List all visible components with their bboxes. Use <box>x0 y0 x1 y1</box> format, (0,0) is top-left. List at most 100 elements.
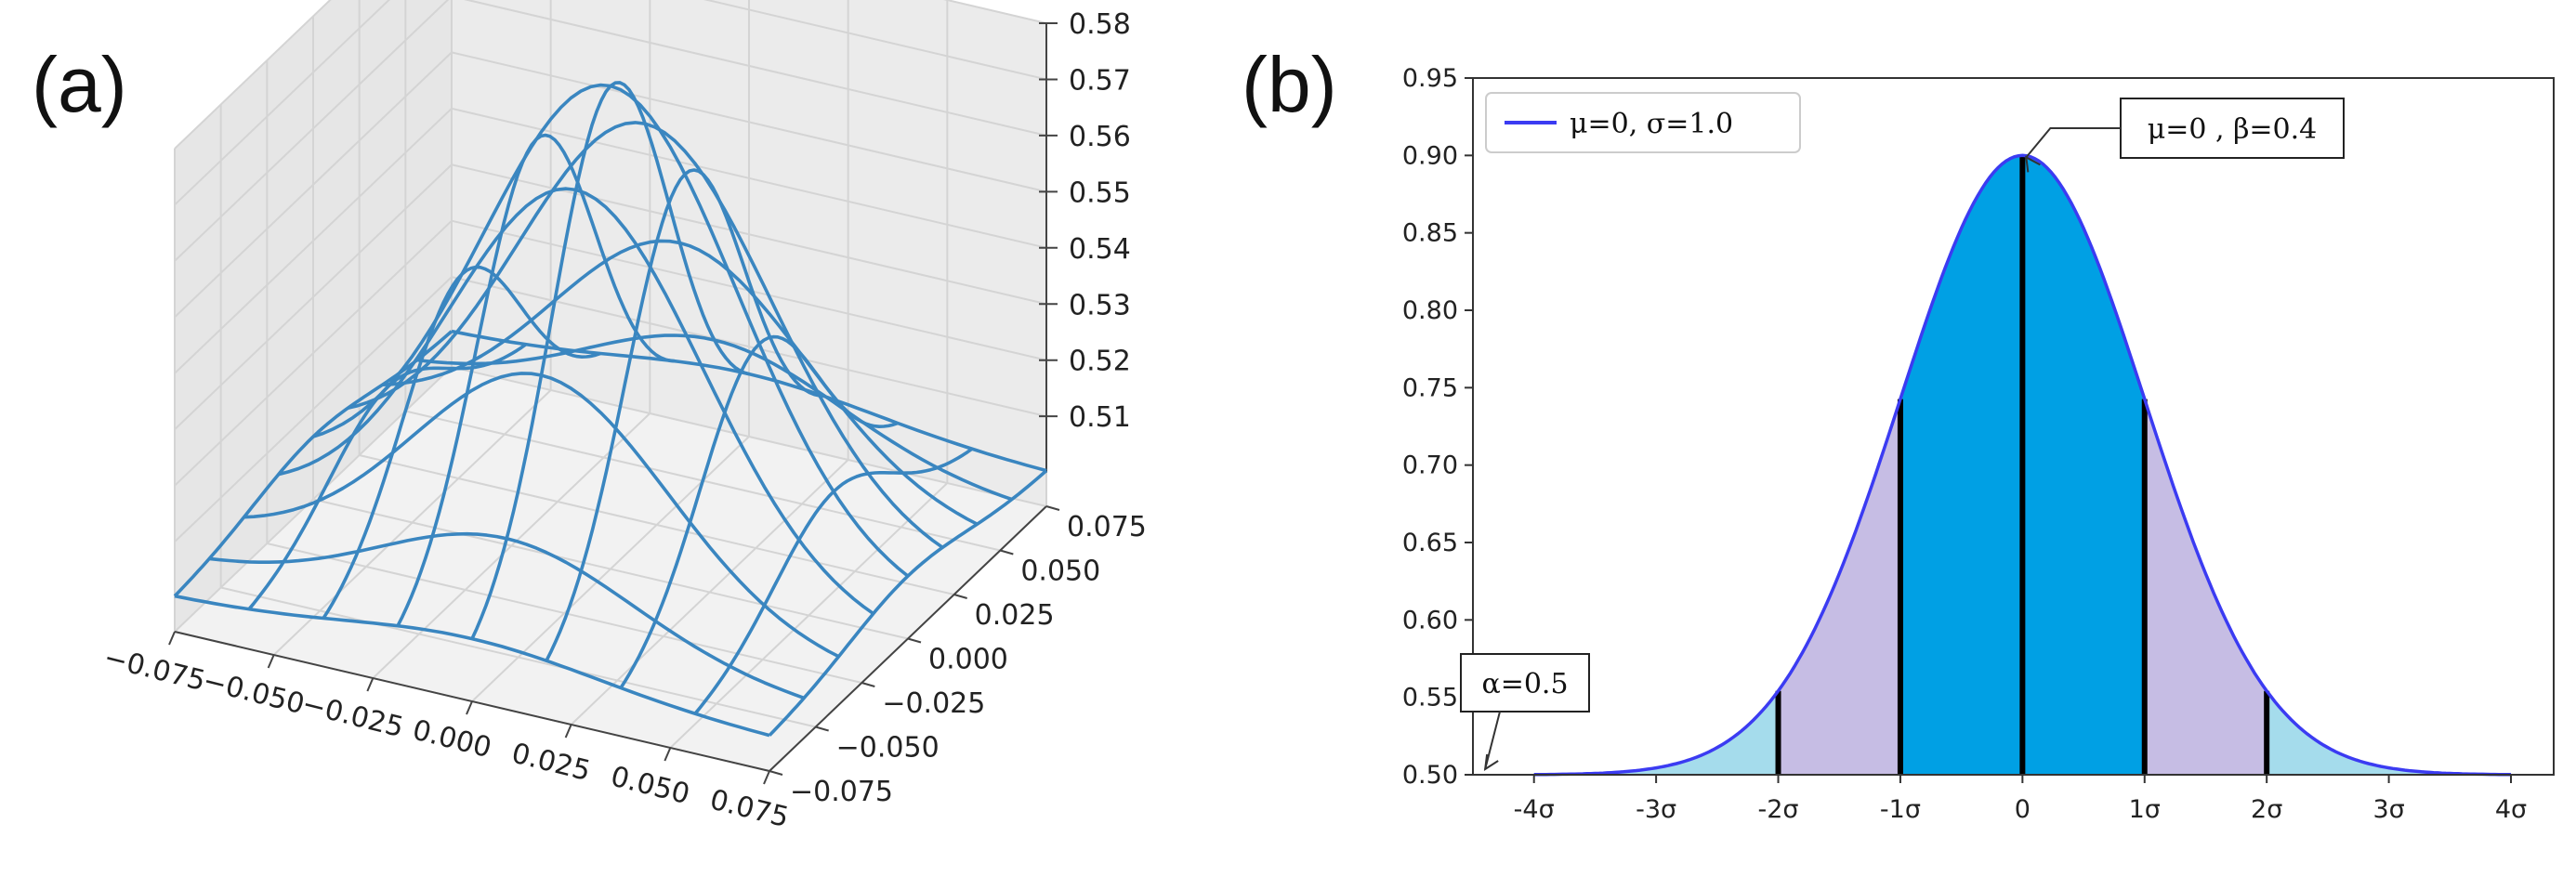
left-grid-z <box>174 0 390 206</box>
y-tick-label: 0.85 <box>1402 219 1458 248</box>
x-tick-label: -3σ <box>1636 795 1676 824</box>
left-grid-z <box>174 0 450 262</box>
wire-line <box>451 329 1047 473</box>
annotation-arrowhead <box>1483 753 1499 771</box>
y-tick-label: 0.000 <box>928 644 1008 676</box>
panel-a-wireframe <box>173 81 1048 738</box>
x-tick-label: 2σ <box>2251 795 2282 824</box>
floor-grid-y <box>267 543 862 684</box>
panel-b-curve <box>1533 153 2512 777</box>
annotation-arrow <box>2025 127 2121 158</box>
legend-label: μ=0, σ=1.0 <box>1570 108 1733 140</box>
panel-b-y-axis: 0.50 0.55 0.60 0.65 0.70 0.75 0.80 0.85 0.90 0.95 <box>1402 64 1473 790</box>
x-tick-label: 0.050 <box>608 760 693 811</box>
back-grid-z <box>703 0 1047 81</box>
x-tick-mark <box>763 770 770 785</box>
x-tick-label: -4σ <box>1514 795 1555 824</box>
x-tick-label: -1σ <box>1880 795 1921 824</box>
wire-line <box>347 121 944 549</box>
x-tick-label: 4σ <box>2495 795 2527 824</box>
annotation-arrow <box>1484 711 1501 770</box>
left-grid-z <box>174 108 453 374</box>
y-tick-label: 0.80 <box>1402 296 1458 325</box>
x-tick-label: −0.050 <box>200 664 308 721</box>
y-tick-label: 0.075 <box>1067 511 1147 543</box>
x-tick-label: 1σ <box>2129 795 2161 824</box>
shaded-band <box>1533 690 1779 775</box>
annotation-text: μ=0 , β=0.4 <box>2148 113 2318 146</box>
y-tick-label: 0.65 <box>1402 529 1458 557</box>
panel-b-label: (b) <box>1242 41 1337 128</box>
left-grid-z <box>174 51 453 319</box>
z-tick-label: 0.55 <box>1069 177 1131 209</box>
floor-grid-y <box>451 366 1047 507</box>
panel-a-label: (a) <box>32 41 127 128</box>
legend-box <box>1485 92 1801 153</box>
x-tick-label: 0 <box>2015 795 2031 824</box>
y-tick-label: −0.050 <box>836 732 940 765</box>
y-tick-mark <box>815 726 829 732</box>
y-tick-mark <box>1045 505 1060 511</box>
wire-line <box>768 469 1048 737</box>
annotation-text: α=0.5 <box>1481 668 1568 700</box>
back-grid-z <box>464 0 1047 137</box>
y-tick-label: 0.75 <box>1402 373 1458 402</box>
y-tick-label: 0.60 <box>1402 606 1458 634</box>
z-tick-label: 0.57 <box>1069 64 1131 97</box>
z-tick-label: 0.51 <box>1069 401 1131 434</box>
left-grid-z <box>174 219 453 487</box>
back-grid-z <box>451 276 1047 418</box>
y-tick-label: 0.025 <box>975 599 1055 632</box>
back-grid-z <box>451 163 1047 306</box>
y-tick-label: 0.50 <box>1402 761 1458 790</box>
y-tick-mark <box>953 594 967 599</box>
panel-b-distribution-plot: 0.50 0.55 0.60 0.65 0.70 0.75 0.80 0.85 0.90 0.95… <box>1402 64 2555 824</box>
back-grid-z <box>451 51 1047 193</box>
x-tick-mark <box>564 724 572 739</box>
left-grid-z <box>174 0 332 150</box>
y-tick-mark <box>861 682 875 687</box>
y-tick-label: 0.70 <box>1402 451 1458 480</box>
panel-b-x-axis: -4σ -3σ -2σ -1σ 0 1σ 2σ 3σ 4σ <box>1514 775 2527 824</box>
x-tick-label: −0.075 <box>100 641 208 698</box>
panel-b-legend: μ=0, σ=1.0 <box>1485 92 1801 153</box>
x-tick-label: 0.025 <box>508 737 594 788</box>
series-line <box>1533 153 2512 777</box>
floor-grid-y <box>220 586 816 728</box>
y-tick-label: 0.90 <box>1402 141 1458 170</box>
z-tick-label: 0.58 <box>1069 8 1131 41</box>
left-grid-z <box>174 276 453 543</box>
panel-a-y-axis: −0.075 −0.050 −0.025 0.000 0.025 0.050 0.075 <box>769 505 1147 808</box>
y-tick-label: 0.050 <box>1020 556 1100 588</box>
floor-grid-y <box>312 498 909 640</box>
wire-line <box>312 83 910 578</box>
panel-b-annotations: μ=0 , β=0.4 α=0.5 <box>1460 98 2345 771</box>
x-tick-label: 0.075 <box>706 783 792 834</box>
z-tick-label: 0.54 <box>1069 233 1131 266</box>
z-tick-label: 0.53 <box>1069 289 1131 321</box>
x-tick-label: 0.000 <box>409 713 494 765</box>
x-tick-label: −0.025 <box>299 687 407 744</box>
wire-line <box>382 239 979 526</box>
panel-b-vertical-lines <box>1775 155 2270 775</box>
y-tick-mark <box>907 637 922 644</box>
panel-a-z-axis: 0.51 0.52 0.53 0.54 0.55 0.56 0.57 0.58 <box>1039 8 1131 473</box>
floor-grid-y <box>359 454 954 595</box>
wire-line <box>416 333 1013 502</box>
x-tick-mark <box>267 654 275 669</box>
y-tick-label: 0.95 <box>1402 64 1458 93</box>
left-grid-z <box>174 163 453 430</box>
wire-line <box>545 168 824 662</box>
x-tick-mark <box>466 700 473 715</box>
y-tick-label: −0.075 <box>790 776 893 808</box>
wire-line <box>693 447 974 715</box>
z-tick-label: 0.56 <box>1069 121 1131 153</box>
x-tick-mark <box>168 631 176 646</box>
panel-a-surface-plot: 0.510.520.530.540.550.560.570.58 −0.075−… <box>100 0 1147 834</box>
x-tick-label: -2σ <box>1758 795 1799 824</box>
shaded-band <box>2267 690 2511 775</box>
y-tick-mark <box>769 770 783 776</box>
annotation-arrowhead <box>2025 155 2041 173</box>
x-tick-mark <box>366 677 375 692</box>
